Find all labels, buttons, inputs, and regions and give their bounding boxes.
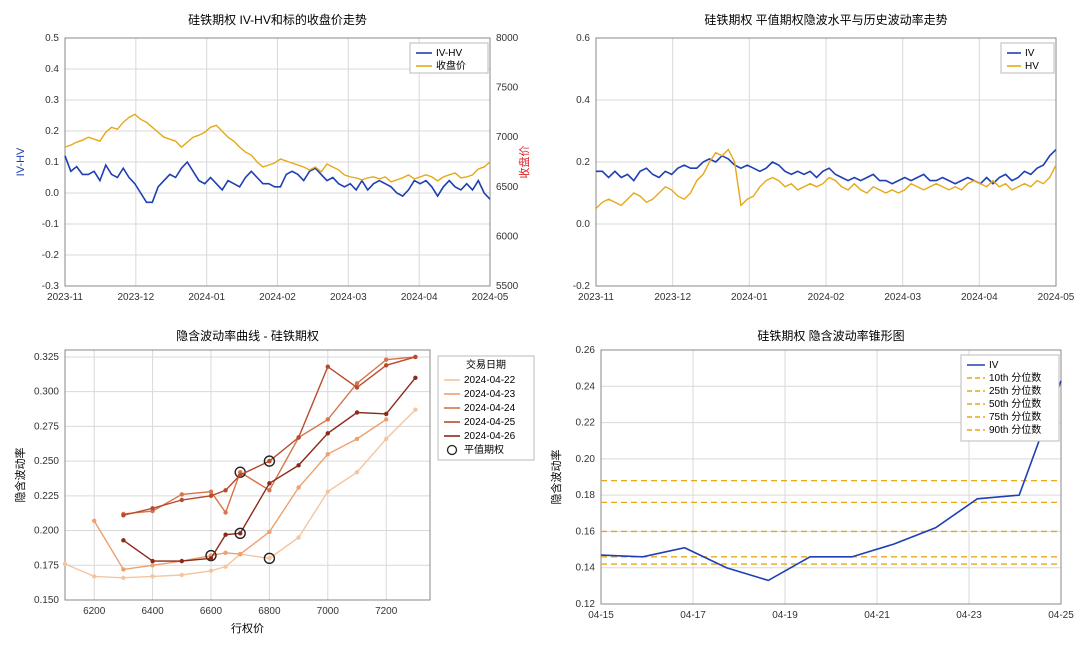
chart-b-xtick: 2024-03	[884, 292, 921, 303]
chart-c-legend-item: 2024-04-25	[464, 417, 516, 428]
chart-a-ytick: 0.3	[45, 95, 59, 106]
chart-b-legend-item: HV	[1025, 61, 1039, 72]
chart-b-xtick: 2023-12	[654, 292, 691, 303]
chart-d-title: 硅铁期权 隐含波动率锥形图	[757, 328, 904, 343]
chart-c-ylabel: 隐含波动率	[13, 448, 27, 503]
chart-c-xtick: 7200	[375, 606, 398, 617]
chart-d-xtick: 04-17	[680, 610, 706, 621]
chart-c-xtick: 7000	[317, 606, 340, 617]
chart-c-legend-title: 交易日期	[466, 358, 506, 371]
chart-a-ylabel-right: 收盘价	[517, 146, 531, 179]
chart-c-legend-atm: 平值期权	[464, 443, 504, 456]
chart-c-ytick: 0.325	[34, 352, 59, 363]
chart-a-xtick: 2024-05	[472, 292, 509, 303]
chart-b-xtick: 2024-05	[1038, 292, 1075, 303]
chart-a-ytick-r: 7000	[496, 132, 519, 143]
chart-d-ytick: 0.14	[576, 563, 596, 574]
chart-d-xtick: 04-21	[864, 610, 890, 621]
chart-d-legend-item: 90th 分位数	[989, 423, 1041, 436]
chart-c-title: 隐含波动率曲线 - 硅铁期权	[176, 328, 319, 343]
chart-d-legend-item: 10th 分位数	[989, 371, 1041, 384]
chart-a-ytick: -0.1	[42, 219, 60, 230]
chart-c-legend-item: 2024-04-22	[464, 375, 516, 386]
chart-d-ytick: 0.22	[576, 418, 596, 429]
chart-b: 硅铁期权 平值期权隐波水平与历史波动率走势 -0.2 0.0 0.2 0.4 0.6 202…	[546, 10, 1076, 316]
chart-d-ytick: 0.12	[576, 599, 596, 610]
chart-a-legend-item: 收盘价	[436, 59, 466, 72]
chart-c-xtick: 6400	[141, 606, 164, 617]
chart-a-ytick-r: 6500	[496, 182, 519, 193]
chart-a-xtick: 2023-12	[117, 292, 154, 303]
chart-c-ytick: 0.250	[34, 456, 59, 467]
chart-a-xtick: 2024-04	[401, 292, 438, 303]
chart-a-xtick: 2024-01	[188, 292, 225, 303]
chart-d-xtick: 04-25	[1048, 610, 1074, 621]
chart-c-legend-item: 2024-04-23	[464, 389, 516, 400]
chart-b-xtick: 2024-02	[808, 292, 845, 303]
chart-c-ytick: 0.225	[34, 491, 59, 502]
chart-d-ylabel: 隐含波动率	[549, 450, 563, 505]
chart-b-ytick: 0.6	[576, 33, 590, 44]
chart-a-ytick-r: 6000	[496, 231, 519, 242]
chart-a-legend-item: IV-HV	[436, 48, 462, 59]
chart-d-legend-item: 25th 分位数	[989, 384, 1041, 397]
chart-a-xtick: 2023-11	[47, 292, 83, 303]
chart-c-ytick: 0.300	[34, 387, 59, 398]
chart-d-ytick: 0.20	[576, 454, 596, 465]
chart-a: 硅铁期权 IV-HV和标的收盘价走势 -0.3 -0.2 -0.1 0.0 0.1 0.2 0…	[10, 10, 540, 316]
chart-d-xtick: 04-19	[772, 610, 798, 621]
chart-b-title: 硅铁期权 平值期权隐波水平与历史波动率走势	[704, 12, 947, 27]
chart-d-ytick: 0.18	[576, 490, 596, 501]
chart-c-ytick: 0.150	[34, 595, 59, 606]
chart-d-ytick: 0.24	[576, 381, 596, 392]
chart-a-ylabel-left: IV-HV	[15, 147, 27, 176]
chart-b-ytick: -0.2	[573, 281, 591, 292]
chart-a-ytick-r: 7500	[496, 83, 519, 94]
chart-a-ytick: 0.5	[45, 33, 59, 44]
chart-d-xtick: 04-23	[956, 610, 982, 621]
chart-c-ytick: 0.175	[34, 560, 59, 571]
chart-a-ytick: 0.4	[45, 64, 59, 75]
chart-d-ytick: 0.26	[576, 345, 596, 356]
chart-c-xlabel: 行权价	[231, 622, 264, 635]
chart-c-xtick: 6800	[258, 606, 281, 617]
chart-a-title: 硅铁期权 IV-HV和标的收盘价走势	[188, 12, 367, 27]
chart-b-ytick: 0.2	[576, 157, 590, 168]
chart-d-legend-item: 50th 分位数	[989, 397, 1041, 410]
chart-d-ytick: 0.16	[576, 526, 596, 537]
chart-a-ytick-r: 5500	[496, 281, 519, 292]
chart-d-legend-item: IV	[989, 360, 999, 371]
chart-d-legend-item: 75th 分位数	[989, 410, 1041, 423]
chart-a-ytick-r: 8000	[496, 33, 519, 44]
chart-b-ytick: 0.0	[576, 219, 590, 230]
chart-a-ytick: 0.2	[45, 126, 59, 137]
chart-a-ytick: -0.2	[42, 250, 60, 261]
chart-c-ytick: 0.200	[34, 526, 59, 537]
chart-c-xtick: 6600	[200, 606, 223, 617]
chart-c-series-2024-04-23	[94, 419, 386, 569]
chart-c-legend-item: 2024-04-24	[464, 403, 516, 414]
chart-b-xtick: 2024-01	[731, 292, 768, 303]
chart-a-ytick: 0.1	[45, 157, 59, 168]
chart-a-xtick: 2024-02	[259, 292, 296, 303]
chart-c-ytick: 0.275	[34, 421, 59, 432]
chart-a-ytick: -0.3	[42, 281, 60, 292]
chart-c: 隐含波动率曲线 - 硅铁期权 0.150 0.175 0.200 0.225 0.250 0…	[10, 326, 540, 636]
chart-b-ytick: 0.4	[576, 95, 590, 106]
chart-d: 硅铁期权 隐含波动率锥形图 0.12 0.14 0.16 0.18 0.20 0.22 0.2…	[546, 326, 1076, 636]
chart-a-xtick: 2024-03	[330, 292, 367, 303]
chart-b-xtick: 2024-04	[961, 292, 998, 303]
chart-c-xtick: 6200	[83, 606, 106, 617]
chart-a-ytick: 0.0	[45, 188, 59, 199]
chart-b-xtick: 2023-11	[578, 292, 614, 303]
chart-grid: 硅铁期权 IV-HV和标的收盘价走势-0.3-0.2-0.10.00.10.20…	[10, 10, 1070, 636]
chart-b-legend-item: IV	[1025, 48, 1035, 59]
chart-c-legend-item: 2024-04-26	[464, 431, 516, 442]
chart-d-xtick: 04-15	[588, 610, 614, 621]
